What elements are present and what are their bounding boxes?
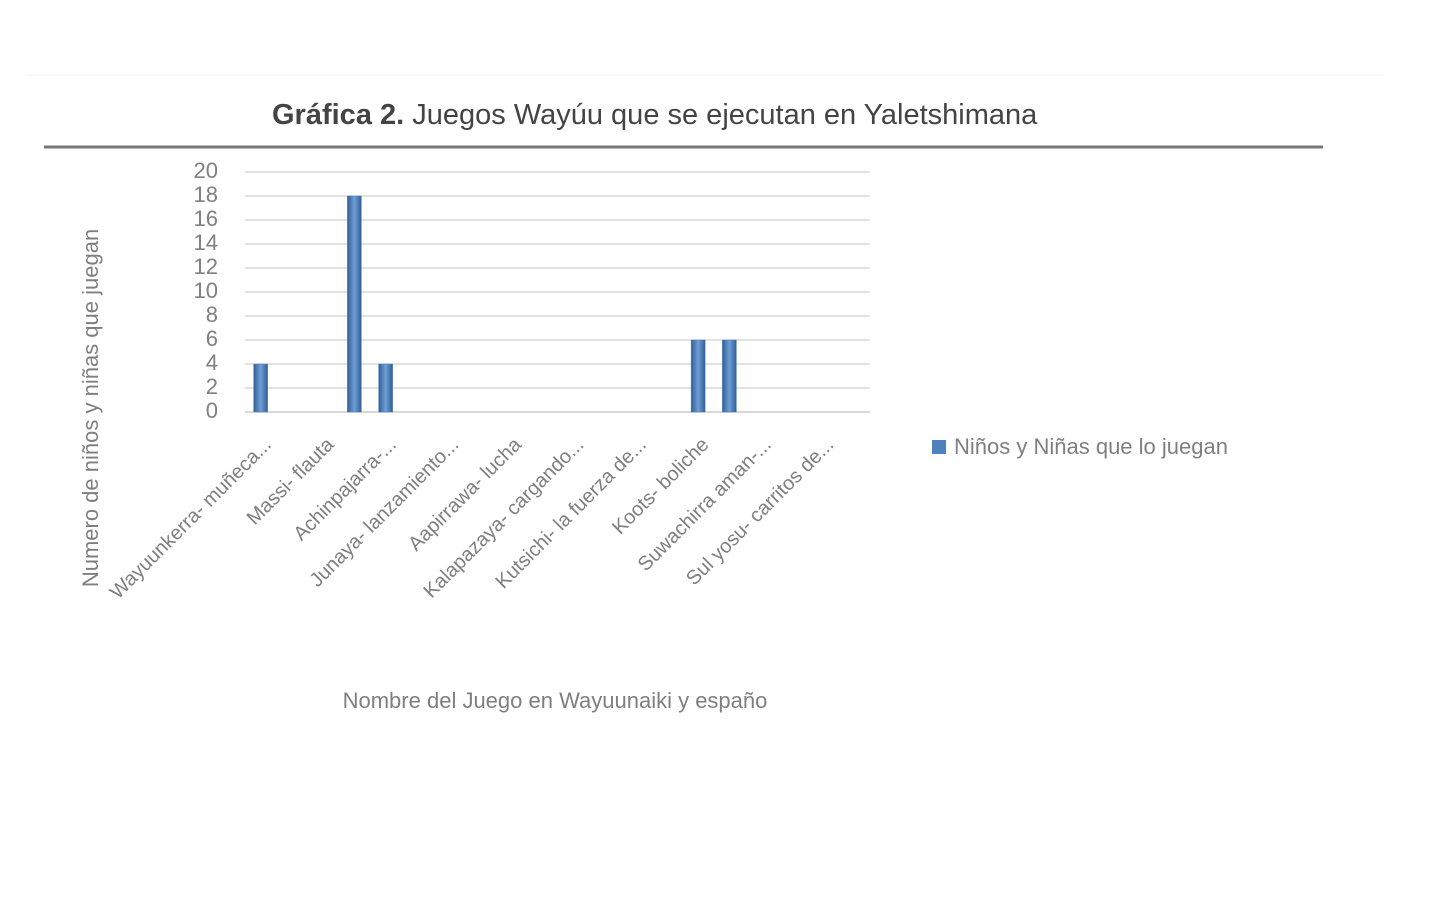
legend-label: Niños y Niñas que lo juegan — [954, 434, 1228, 459]
y-tick-label: 12 — [194, 254, 218, 279]
bar — [253, 363, 268, 413]
y-tick-label: 10 — [194, 278, 218, 303]
legend-swatch — [932, 440, 946, 454]
x-axis-label: Nombre del Juego en Wayuunaiki y españo — [343, 688, 768, 713]
y-axis-label: Numero de niños y niñas que juegan — [78, 229, 103, 587]
bar — [690, 339, 706, 413]
y-tick-label: 6 — [206, 326, 218, 351]
x-tick-label: Aapirrawa- lucha — [404, 433, 526, 555]
y-tick-label: 16 — [194, 206, 218, 231]
y-tick-label: 18 — [194, 182, 218, 207]
y-tick-label: 20 — [194, 158, 218, 183]
bar — [347, 195, 362, 413]
bar — [722, 339, 737, 413]
title-text: Juegos Wayúu que se ejecutan en Yaletshi… — [412, 99, 1038, 131]
y-tick-label: 8 — [206, 302, 218, 327]
title-label: Gráfica 2. — [272, 99, 404, 131]
y-tick-label: 2 — [206, 374, 218, 399]
bar — [378, 363, 393, 413]
chart-title: Gráfica 2. Juegos Wayúu que se ejecutan … — [272, 99, 1038, 131]
y-tick-label: 4 — [206, 350, 218, 375]
y-tick-label: 0 — [206, 398, 218, 423]
y-tick-label: 14 — [194, 230, 218, 255]
